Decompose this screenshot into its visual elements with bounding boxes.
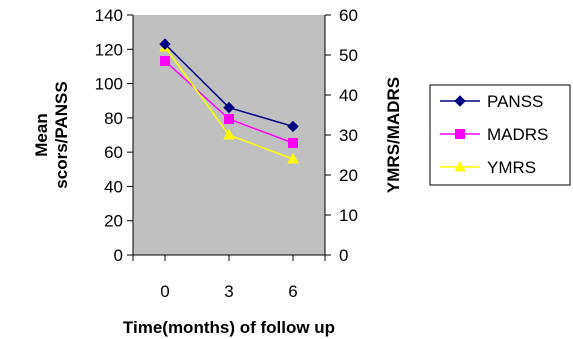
y-axis-title-right: YMRS/MADRS (384, 77, 403, 193)
x-tick-label: 0 (160, 282, 169, 301)
legend: PANSS MADRS YMRS (429, 84, 571, 186)
x-axis-title: Time(months) of follow up (123, 318, 335, 337)
left-axis-ticks: 0 20 40 60 80 100 120 140 (95, 6, 133, 265)
left-tick-label: 140 (95, 6, 123, 25)
y-axis-title-left-line2: scors/PANSS (52, 81, 71, 188)
series-layer (159, 38, 299, 164)
panss-data-point (287, 120, 299, 133)
right-tick-label: 0 (339, 246, 348, 265)
left-tick-label: 60 (104, 143, 123, 162)
ymrs-data-point (223, 128, 235, 140)
y-axis-title-left-line1: Mean (32, 113, 51, 156)
legend-marker-madrs (455, 129, 465, 139)
right-tick-label: 20 (339, 166, 358, 185)
x-axis-ticks: 0 3 6 (132, 255, 326, 301)
left-tick-label: 80 (104, 109, 123, 128)
right-tick-label: 40 (339, 86, 358, 105)
panss-data-point (159, 38, 171, 50)
left-tick-label: 100 (95, 75, 123, 94)
madrs-data-point (288, 138, 298, 148)
legend-label-panss: PANSS (487, 92, 543, 111)
madrs-data-point (224, 114, 234, 124)
left-tick-label: 20 (104, 212, 123, 231)
left-tick-label: 0 (114, 246, 123, 265)
legend-marker-panss (454, 95, 466, 107)
right-tick-label: 50 (339, 46, 358, 65)
legend-label-madrs: MADRS (487, 125, 548, 144)
madrs-data-point (160, 56, 170, 66)
legend-label-ymrs: YMRS (487, 158, 536, 177)
left-tick-label: 40 (104, 177, 123, 196)
left-tick-label: 120 (95, 40, 123, 59)
right-tick-label: 60 (339, 6, 358, 25)
right-tick-label: 30 (339, 126, 358, 145)
x-tick-label: 6 (288, 282, 297, 301)
x-tick-label: 3 (224, 282, 233, 301)
right-axis-ticks: 0 10 20 30 40 50 60 (325, 6, 358, 265)
legend-marker-ymrs (454, 160, 466, 172)
right-tick-label: 10 (339, 206, 358, 225)
panss-data-point (223, 101, 235, 114)
ymrs-data-point (287, 152, 299, 164)
